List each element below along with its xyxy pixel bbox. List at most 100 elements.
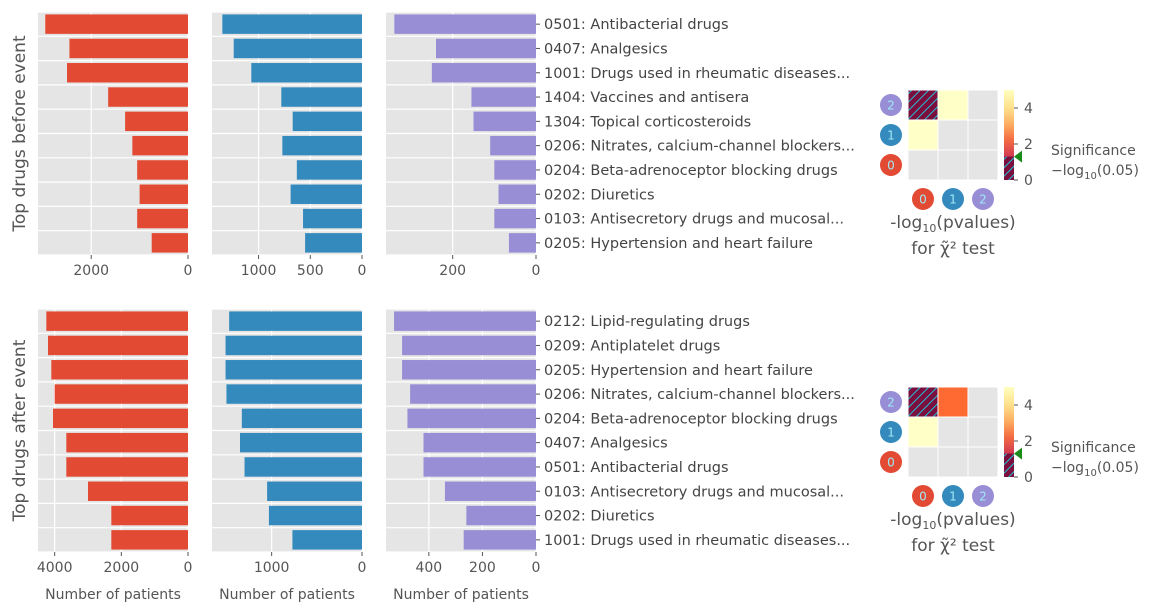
significance-label: Significance bbox=[1051, 440, 1136, 456]
bar bbox=[226, 384, 362, 404]
bar bbox=[281, 87, 362, 107]
bar bbox=[139, 184, 188, 204]
category-label: 0501: Antibacterial drugs bbox=[544, 17, 729, 33]
threshold-marker-icon bbox=[1014, 150, 1022, 163]
colorbar-tick-label: 2 bbox=[1024, 137, 1033, 153]
tick-label: 4000 bbox=[37, 560, 73, 576]
heatmap-cell bbox=[907, 416, 939, 448]
significance-formula-sub: 10 bbox=[1084, 171, 1097, 182]
tick-label: 0 bbox=[358, 263, 367, 279]
bar bbox=[88, 481, 188, 501]
category-label: 0209: Antiplatelet drugs bbox=[544, 338, 720, 354]
bar bbox=[251, 63, 362, 83]
colorbar-tick-label: 4 bbox=[1024, 398, 1033, 414]
heatmap-title-part: -log bbox=[890, 213, 922, 233]
bar bbox=[402, 360, 536, 380]
bar bbox=[54, 384, 188, 404]
category-label: 0501: Antibacterial drugs bbox=[544, 460, 729, 476]
bar bbox=[66, 457, 188, 477]
bar bbox=[53, 408, 188, 429]
y-axis-label: Top drugs before event bbox=[10, 35, 30, 233]
colorbar-tick-label: 2 bbox=[1024, 434, 1033, 450]
y-axis-label: Top drugs after event bbox=[10, 339, 30, 522]
bar bbox=[463, 530, 536, 550]
group-badge-label: 2 bbox=[887, 99, 895, 113]
colorbar-gradient bbox=[1004, 387, 1014, 477]
bar bbox=[436, 38, 536, 59]
bar bbox=[423, 432, 536, 453]
bar bbox=[305, 233, 362, 253]
group-badge-label: 1 bbox=[887, 426, 895, 440]
bar bbox=[282, 135, 362, 156]
bar bbox=[268, 505, 362, 526]
heatmap-title-sub: 10 bbox=[922, 222, 936, 235]
bar bbox=[402, 335, 536, 356]
bar bbox=[423, 457, 536, 477]
heatmap-title-part: (pvalues) bbox=[936, 213, 1015, 233]
category-label: 1404: Vaccines and antisera bbox=[544, 90, 749, 106]
category-label: 0202: Diuretics bbox=[544, 187, 655, 203]
heatmap-cell bbox=[937, 149, 969, 181]
group-badge-icon bbox=[880, 451, 902, 473]
group-badge-icon bbox=[880, 94, 902, 116]
bar bbox=[508, 233, 536, 253]
group-badge-icon bbox=[880, 391, 902, 413]
bar bbox=[444, 481, 536, 501]
heatmap-cell bbox=[907, 386, 939, 418]
threshold-marker-icon bbox=[1014, 447, 1022, 460]
panel-group-0: 2000 0 bbox=[38, 11, 192, 279]
group-badge-label: 0 bbox=[887, 456, 895, 470]
colorbar-hatch bbox=[1004, 156, 1014, 180]
significance-formula-sub: 10 bbox=[1084, 468, 1097, 479]
tick-label: 1000 bbox=[241, 263, 277, 279]
tick-label: 2000 bbox=[104, 560, 140, 576]
heatmap-subtitle: for χ̃² test bbox=[911, 536, 995, 556]
heatmap-cell bbox=[907, 149, 939, 181]
colorbar-tick-label: 0 bbox=[1024, 173, 1033, 189]
bar bbox=[66, 432, 188, 453]
category-label: 0205: Hypertension and heart failure bbox=[544, 363, 813, 379]
group-badge-label: 2 bbox=[979, 193, 987, 207]
bar bbox=[225, 335, 362, 356]
category-label: 0206: Nitrates, calcium-channel blockers… bbox=[544, 387, 855, 403]
group-badge-label: 1 bbox=[949, 490, 957, 504]
category-label: 0206: Nitrates, calcium-channel blockers… bbox=[544, 139, 855, 155]
category-label: 0212: Lipid-regulating drugs bbox=[544, 314, 750, 330]
significance-formula-part: (0.05) bbox=[1097, 163, 1139, 179]
bar bbox=[46, 311, 189, 331]
bar bbox=[296, 160, 362, 180]
bar bbox=[233, 38, 362, 59]
bar bbox=[471, 87, 536, 107]
bar bbox=[407, 408, 536, 429]
bar bbox=[303, 208, 362, 229]
heatmap-title: -log10(pvalues) bbox=[890, 213, 1015, 235]
bar bbox=[394, 14, 536, 34]
group-badge-icon bbox=[972, 188, 994, 210]
bar bbox=[48, 335, 188, 356]
category-label: 0204: Beta-adrenoceptor blocking drugs bbox=[544, 163, 838, 179]
bar bbox=[132, 135, 188, 156]
colorbar-tick-label: 0 bbox=[1024, 470, 1033, 486]
colorbar: 4 2 0 Significance −log10(0.05) bbox=[1004, 90, 1139, 189]
group-badge-label: 0 bbox=[919, 193, 927, 207]
significance-label: Significance bbox=[1051, 143, 1136, 159]
panel-group-2: 200 0 bbox=[386, 11, 540, 279]
panel-group-1: 1000 500 0 bbox=[212, 11, 367, 279]
group-badge-icon bbox=[912, 188, 934, 210]
bar bbox=[267, 481, 362, 501]
x-axis-label: Number of patients bbox=[45, 587, 181, 603]
group-badge-label: 1 bbox=[887, 129, 895, 143]
bar bbox=[67, 63, 188, 83]
category-label: 1001: Drugs used in rheumatic diseases..… bbox=[544, 533, 850, 549]
tick-label: 200 bbox=[469, 560, 496, 576]
heatmap-title-part: -log bbox=[890, 510, 922, 530]
category-label: 0205: Hypertension and heart failure bbox=[544, 236, 813, 252]
x-axis-label: Number of patients bbox=[393, 587, 529, 603]
tick-label: 500 bbox=[297, 263, 324, 279]
